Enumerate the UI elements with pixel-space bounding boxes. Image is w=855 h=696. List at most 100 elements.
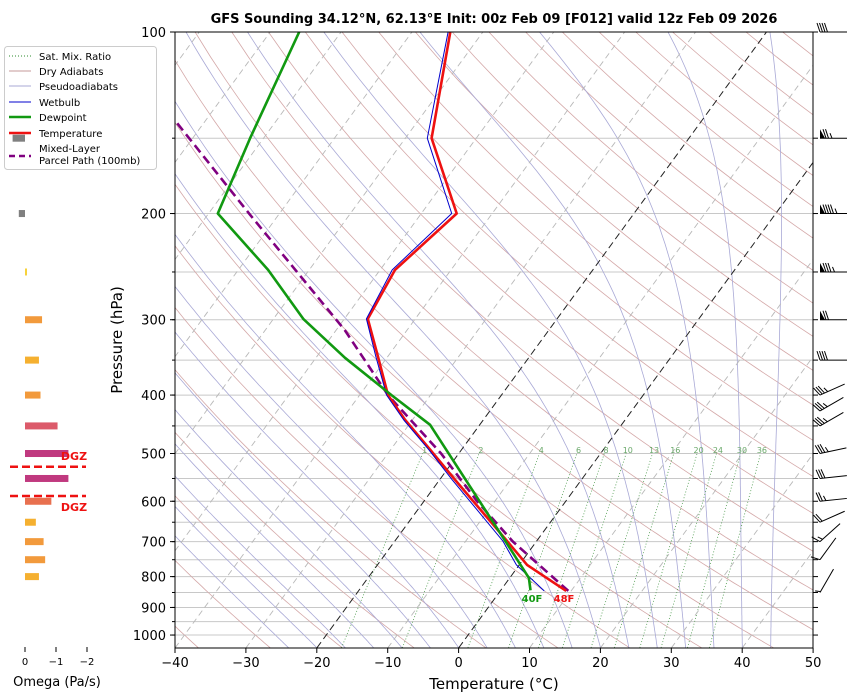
barb-half-feather <box>815 590 821 593</box>
legend-box <box>4 46 157 170</box>
y-tick-label: 100 <box>141 26 166 41</box>
background-lines <box>175 32 813 648</box>
pseudoadiabat-line <box>419 32 686 648</box>
wind-barb <box>816 22 847 33</box>
barb-feather <box>816 416 825 424</box>
barb-half-feather <box>823 387 829 392</box>
omega-bar <box>25 268 27 276</box>
pseudoadiabat-line <box>175 475 346 648</box>
isotherm-line <box>175 32 484 455</box>
dry-adiabat-line <box>341 32 813 441</box>
mixing-ratio-line <box>590 453 653 648</box>
dewpoint-trace <box>216 32 532 591</box>
barb-half-feather <box>834 208 838 214</box>
dry-adiabat-line <box>175 306 559 648</box>
barb-feather <box>816 350 821 361</box>
omega-bar <box>12 134 25 142</box>
y-tick-label: 400 <box>141 389 166 404</box>
barb-feather <box>825 129 829 139</box>
isotherm-line <box>175 32 626 648</box>
omega-bar <box>25 518 36 526</box>
mixing-ratio-line <box>538 453 605 648</box>
mixing-ratio-label: 36 <box>757 446 767 455</box>
x-tick-label: 20 <box>592 656 609 671</box>
barb-half-feather <box>822 417 828 423</box>
wind-barb <box>815 469 847 479</box>
pseudoadiabat-line <box>185 32 601 648</box>
mixing-ratio-label: 2 <box>478 446 483 455</box>
barb-feather <box>815 492 821 502</box>
surface-temperature-label: 48F <box>554 594 575 605</box>
mixing-ratio-label: 10 <box>623 446 633 455</box>
dry-adiabat-line <box>782 32 813 57</box>
isotherm-line <box>175 32 413 358</box>
dry-adiabat-line <box>194 32 813 591</box>
mixing-ratio-line <box>613 453 675 648</box>
legend-label: Wetbulb <box>39 98 80 109</box>
barb-feather <box>824 350 828 361</box>
wind-barb <box>820 129 847 139</box>
pseudoadiabat-line <box>175 372 431 648</box>
highlight-isotherm-line <box>316 32 767 648</box>
pseudoadiabat-line <box>175 505 318 648</box>
barb-feather <box>822 310 827 320</box>
barb-flag <box>820 129 825 139</box>
y-tick-label: 1000 <box>133 629 166 644</box>
barb-staff <box>819 568 834 593</box>
omega-panel: 0 −1 −2 DGZ DGZ <box>10 134 94 668</box>
chart-title: GFS Sounding 34.12°N, 62.13°E Init: 00z … <box>211 12 778 27</box>
dry-adiabat-line <box>415 32 813 371</box>
mixing-ratio-label: 16 <box>670 446 680 455</box>
barb-feather <box>827 204 832 214</box>
dry-adiabat-line <box>635 32 813 176</box>
wind-barb <box>813 383 845 396</box>
x-tick-label: 30 <box>663 656 680 671</box>
omega-bar <box>18 210 25 218</box>
barb-feather <box>830 204 834 214</box>
isotherm-line <box>529 258 813 648</box>
wind-barb <box>815 568 834 593</box>
barb-flag <box>820 262 825 272</box>
omega-axis-label: Omega (Pa/s) <box>13 675 101 690</box>
wind-barb <box>812 411 844 427</box>
mixing-ratio-label: 6 <box>576 446 581 455</box>
dgz-label: DGZ <box>61 450 87 463</box>
mixing-ratio-label: 4 <box>539 446 544 455</box>
barb-staff <box>819 383 845 396</box>
mixing-ratio-line <box>561 453 627 648</box>
barb-feather <box>814 417 823 426</box>
y-tick-label: 300 <box>141 314 166 329</box>
legend-label: Mixed-Layer <box>39 144 101 155</box>
temperature-trace <box>366 32 567 592</box>
barb-feather <box>822 204 827 214</box>
pseudoadiabat-line <box>175 331 460 648</box>
barb-feather <box>822 129 827 139</box>
barb-feather <box>820 469 826 479</box>
barb-half-feather <box>824 446 829 453</box>
mixing-ratio-line <box>639 453 698 648</box>
omega-bar <box>25 356 39 364</box>
wind-barb <box>820 204 847 215</box>
omega-bar <box>25 450 69 458</box>
dry-adiabat-line <box>175 121 774 648</box>
legend-label: Sat. Mix. Ratio <box>39 52 111 63</box>
mixing-ratio-line <box>508 453 578 648</box>
barb-feather <box>812 404 821 412</box>
isotherm-line <box>175 32 555 552</box>
barb-feather <box>816 401 825 409</box>
barb-half-feather <box>823 495 827 501</box>
mixing-ratio-label: 13 <box>649 446 659 455</box>
wind-barb <box>815 492 847 502</box>
mixing-ratio-label: 20 <box>693 446 703 455</box>
pseudoadiabat-line <box>323 32 658 648</box>
y-tick-label: 700 <box>141 536 166 551</box>
pseudoadiabat-line <box>247 32 630 648</box>
dry-adiabat-line <box>175 495 343 648</box>
pseudoadiabat-line <box>667 32 743 648</box>
omega-tick-label: −1 <box>49 657 64 668</box>
dry-adiabat-line <box>175 559 271 648</box>
mixing-ratio-label: 30 <box>737 446 747 455</box>
wind-barb <box>813 510 845 523</box>
